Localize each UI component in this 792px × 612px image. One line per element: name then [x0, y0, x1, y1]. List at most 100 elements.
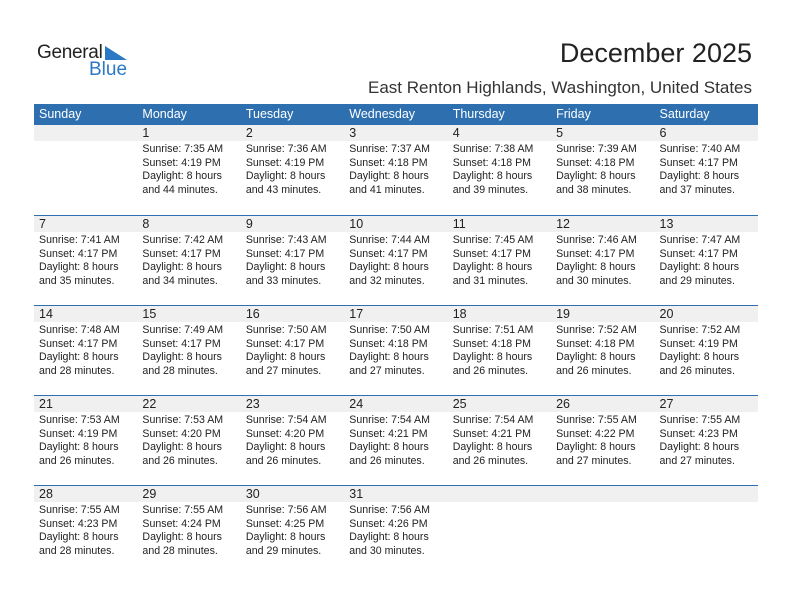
sunset-text: Sunset: 4:17 PM [556, 247, 635, 260]
daylight-text: Daylight: 8 hours [659, 441, 740, 453]
daylight-text: Daylight: 8 hours [39, 531, 119, 543]
minutes-text: and 28 minutes. [142, 544, 218, 557]
sunset-text: Sunset: 4:19 PM [659, 337, 738, 350]
sunset-text: Sunset: 4:21 PM [452, 427, 532, 440]
minutes-text: and 30 minutes. [349, 544, 425, 557]
week-row: 7 Sunrise: 7:41 AM Sunset: 4:17 PM Daylight… [34, 215, 758, 305]
day-number: 10 [349, 217, 364, 231]
sunrise-text: Sunrise: 7:54 AM [349, 414, 430, 426]
day-cell: 20 Sunrise: 7:52 AM Sunset: 4:19 PM Dayligh… [655, 306, 758, 395]
minutes-text: and 44 minutes. [142, 183, 218, 196]
sunset-text: Sunset: 4:24 PM [142, 517, 221, 530]
sunset-text: Sunset: 4:17 PM [245, 247, 325, 260]
minutes-text: and 26 minutes. [452, 454, 529, 467]
day-number: 4 [452, 126, 460, 140]
sunrise-text: Sunrise: 7:44 AM [349, 234, 430, 246]
day-cell: 8 Sunrise: 7:42 AM Sunset: 4:17 PM Daylight… [137, 216, 240, 305]
sunset-text: Sunset: 4:18 PM [349, 337, 428, 350]
sunrise-text: Sunrise: 7:49 AM [142, 324, 224, 336]
logo: General Blue [37, 42, 127, 80]
day-number: 11 [452, 217, 466, 231]
minutes-text: and 26 minutes. [39, 454, 115, 467]
sunrise-text: Sunrise: 7:51 AM [452, 324, 534, 336]
weekday-friday: Friday [556, 107, 591, 121]
minutes-text: and 43 minutes. [245, 183, 322, 196]
day-number: 13 [659, 217, 674, 231]
daylight-text: Daylight: 8 hours [39, 351, 119, 363]
day-number: 21 [39, 397, 53, 411]
daylight-text: Daylight: 8 hours [245, 261, 326, 273]
sunset-text: Sunset: 4:19 PM [39, 427, 118, 440]
day-cell: 7 Sunrise: 7:41 AM Sunset: 4:17 PM Daylight… [34, 216, 137, 305]
sunrise-text: Sunrise: 7:56 AM [245, 504, 327, 516]
minutes-text: and 26 minutes. [556, 364, 632, 377]
calendar-grid: Sunday Monday Tuesday Wednesday Thursday Frid… [34, 104, 758, 575]
day-number: 7 [39, 217, 46, 231]
minutes-text: and 28 minutes. [142, 364, 218, 377]
daylight-text: Daylight: 8 hours [245, 441, 326, 453]
day-number: 23 [245, 397, 260, 411]
weekday-monday: Monday [142, 107, 187, 121]
sunrise-text: Sunrise: 7:43 AM [245, 234, 327, 246]
daylight-text: Daylight: 8 hours [142, 531, 222, 543]
sunrise-text: Sunrise: 7:41 AM [39, 234, 120, 246]
sunrise-text: Sunrise: 7:50 AM [245, 324, 327, 336]
sunrise-text: Sunrise: 7:55 AM [142, 504, 224, 516]
minutes-text: and 33 minutes. [245, 274, 322, 287]
day-number: 20 [659, 307, 674, 321]
sunset-text: Sunset: 4:23 PM [39, 517, 118, 530]
day-cell: 9 Sunrise: 7:43 AM Sunset: 4:17 PM Daylight… [241, 216, 344, 305]
day-cell: 1 Sunrise: 7:35 AM Sunset: 4:19 PM Daylight… [137, 125, 240, 215]
sunset-text: Sunset: 4:17 PM [452, 247, 532, 260]
logo-general: General [37, 42, 103, 63]
sunrise-text: Sunrise: 7:46 AM [556, 234, 637, 246]
day-cell: 23 Sunrise: 7:54 AM Sunset: 4:20 PM Dayligh… [241, 396, 344, 485]
minutes-text: and 31 minutes. [452, 274, 529, 287]
minutes-text: and 28 minutes. [39, 364, 115, 377]
daylight-text: Daylight: 8 hours [349, 351, 429, 363]
minutes-text: and 26 minutes. [452, 364, 529, 377]
day-cell: 5 Sunrise: 7:39 AM Sunset: 4:18 PM Daylight… [551, 125, 654, 215]
day-number: 22 [142, 397, 157, 411]
day-cell: 14 Sunrise: 7:48 AM Sunset: 4:17 PM Dayligh… [34, 306, 137, 395]
daylight-text: Daylight: 8 hours [556, 261, 636, 273]
day-cell: 28 Sunrise: 7:55 AM Sunset: 4:23 PM Dayligh… [34, 486, 137, 575]
minutes-text: and 41 minutes. [349, 183, 425, 196]
sunrise-text: Sunrise: 7:47 AM [659, 234, 741, 246]
minutes-text: and 26 minutes. [659, 364, 735, 377]
week-row: 1 Sunrise: 7:35 AM Sunset: 4:19 PM Daylight… [34, 125, 758, 215]
sunset-text: Sunset: 4:22 PM [556, 427, 635, 440]
minutes-text: and 28 minutes. [39, 544, 115, 557]
day-cell: 17 Sunrise: 7:50 AM Sunset: 4:18 PM Dayligh… [344, 306, 447, 395]
logo-blue: Blue [89, 59, 128, 80]
minutes-text: and 29 minutes. [659, 274, 735, 287]
sunrise-text: Sunrise: 7:48 AM [39, 324, 120, 336]
sunset-text: Sunset: 4:26 PM [349, 517, 428, 530]
daylight-text: Daylight: 8 hours [245, 531, 326, 543]
sunrise-text: Sunrise: 7:55 AM [556, 414, 637, 426]
day-cell: 19 Sunrise: 7:52 AM Sunset: 4:18 PM Dayligh… [551, 306, 654, 395]
sunrise-text: Sunrise: 7:53 AM [142, 414, 224, 426]
weekday-wednesday: Wednesday [349, 107, 416, 121]
sunset-text: Sunset: 4:17 PM [39, 247, 118, 260]
day-number: 26 [556, 397, 571, 411]
day-number: 27 [659, 397, 674, 411]
daylight-text: Daylight: 8 hours [659, 261, 740, 273]
minutes-text: and 27 minutes. [556, 454, 632, 467]
daylight-text: Daylight: 8 hours [142, 170, 222, 182]
sunrise-text: Sunrise: 7:42 AM [142, 234, 224, 246]
daylight-text: Daylight: 8 hours [349, 170, 429, 182]
sunrise-text: Sunrise: 7:56 AM [349, 504, 430, 516]
minutes-text: and 27 minutes. [245, 364, 322, 377]
week-row: 28 Sunrise: 7:55 AM Sunset: 4:23 PM Dayligh… [34, 485, 758, 575]
daylight-text: Daylight: 8 hours [349, 531, 429, 543]
sunset-text: Sunset: 4:17 PM [659, 247, 738, 260]
minutes-text: and 29 minutes. [245, 544, 322, 557]
day-number: 3 [349, 126, 357, 140]
day-number: 14 [39, 307, 53, 321]
empty-cell [448, 486, 551, 575]
sunset-text: Sunset: 4:20 PM [245, 427, 325, 440]
daylight-text: Daylight: 8 hours [349, 261, 429, 273]
day-number: 25 [452, 397, 467, 411]
